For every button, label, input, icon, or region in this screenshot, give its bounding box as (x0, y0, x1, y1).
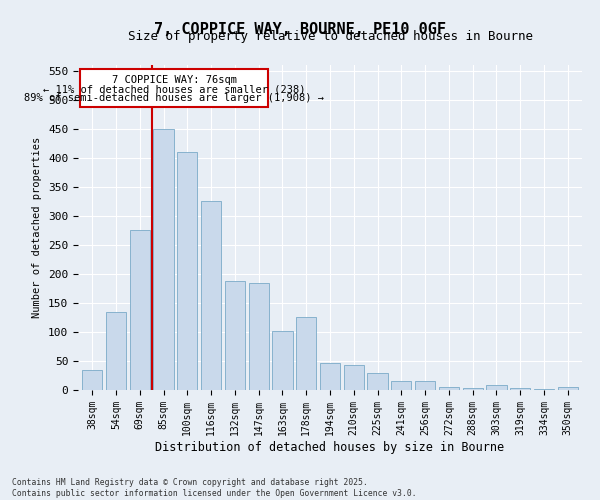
Text: ← 11% of detached houses are smaller (238): ← 11% of detached houses are smaller (23… (43, 84, 305, 94)
Bar (320, 364, 340, 390)
Bar (248, 282, 269, 390)
Title: Size of property relative to detached houses in Bourne: Size of property relative to detached ho… (128, 30, 533, 43)
Text: Contains HM Land Registry data © Crown copyright and database right 2025.
Contai: Contains HM Land Registry data © Crown c… (12, 478, 416, 498)
Bar (487, 385, 506, 390)
Bar (201, 202, 221, 390)
Bar (557, 387, 578, 390)
Bar (177, 152, 197, 390)
Bar (272, 331, 293, 390)
Bar (82, 370, 103, 390)
X-axis label: Distribution of detached houses by size in Bourne: Distribution of detached houses by size … (155, 440, 505, 454)
Bar (534, 389, 554, 390)
Bar (415, 382, 435, 390)
Text: 89% of semi-detached houses are larger (1,908) →: 89% of semi-detached houses are larger (… (24, 94, 324, 104)
Bar (106, 312, 126, 390)
Bar (344, 365, 364, 390)
Bar (154, 129, 173, 390)
FancyBboxPatch shape (80, 69, 268, 107)
Bar (439, 386, 459, 390)
Bar (510, 388, 530, 390)
Text: 7 COPPICE WAY: 76sqm: 7 COPPICE WAY: 76sqm (112, 75, 237, 85)
Bar (391, 382, 412, 390)
Bar (367, 372, 388, 390)
Bar (225, 281, 245, 390)
Y-axis label: Number of detached properties: Number of detached properties (32, 137, 43, 318)
Bar (130, 230, 150, 390)
Bar (296, 318, 316, 390)
Bar (463, 388, 483, 390)
Text: 7, COPPICE WAY, BOURNE, PE10 0GF: 7, COPPICE WAY, BOURNE, PE10 0GF (154, 22, 446, 38)
